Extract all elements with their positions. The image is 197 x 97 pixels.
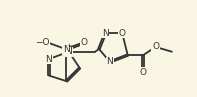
Text: N: N xyxy=(102,29,109,38)
Text: N: N xyxy=(63,45,70,54)
Text: −O: −O xyxy=(35,38,49,47)
Text: O: O xyxy=(152,42,159,51)
Text: O: O xyxy=(81,38,88,47)
Text: N: N xyxy=(45,55,52,64)
Text: N: N xyxy=(107,57,113,66)
Text: +: + xyxy=(67,43,72,48)
Text: O: O xyxy=(140,68,147,77)
Text: N: N xyxy=(65,47,72,56)
Text: O: O xyxy=(119,29,126,38)
